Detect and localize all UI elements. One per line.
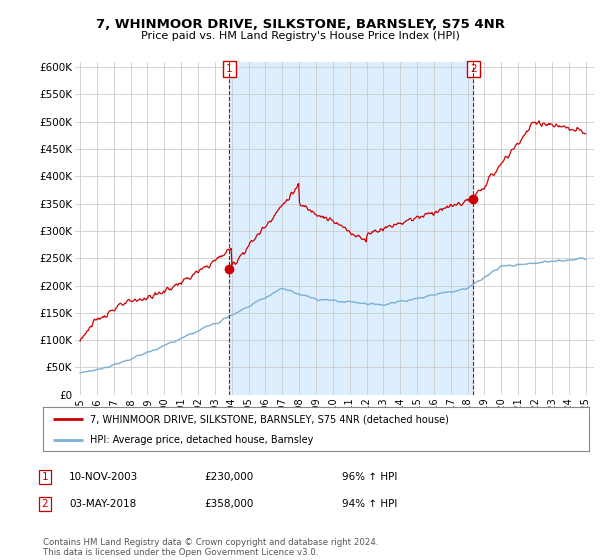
Text: Contains HM Land Registry data © Crown copyright and database right 2024.
This d: Contains HM Land Registry data © Crown c… — [43, 538, 379, 557]
Text: 2: 2 — [41, 499, 49, 509]
Bar — [229, 62, 473, 395]
Text: 10-NOV-2003: 10-NOV-2003 — [69, 472, 138, 482]
Text: £358,000: £358,000 — [204, 499, 253, 509]
Text: £230,000: £230,000 — [204, 472, 253, 482]
Text: 7, WHINMOOR DRIVE, SILKSTONE, BARNSLEY, S75 4NR: 7, WHINMOOR DRIVE, SILKSTONE, BARNSLEY, … — [95, 18, 505, 31]
Text: HPI: Average price, detached house, Barnsley: HPI: Average price, detached house, Barn… — [89, 435, 313, 445]
Text: 1: 1 — [41, 472, 49, 482]
Text: 7, WHINMOOR DRIVE, SILKSTONE, BARNSLEY, S75 4NR (detached house): 7, WHINMOOR DRIVE, SILKSTONE, BARNSLEY, … — [89, 414, 448, 424]
Text: 94% ↑ HPI: 94% ↑ HPI — [342, 499, 397, 509]
Text: Price paid vs. HM Land Registry's House Price Index (HPI): Price paid vs. HM Land Registry's House … — [140, 31, 460, 41]
Text: 2: 2 — [470, 64, 476, 74]
Text: 1: 1 — [226, 64, 233, 74]
Text: 96% ↑ HPI: 96% ↑ HPI — [342, 472, 397, 482]
Text: 03-MAY-2018: 03-MAY-2018 — [69, 499, 136, 509]
